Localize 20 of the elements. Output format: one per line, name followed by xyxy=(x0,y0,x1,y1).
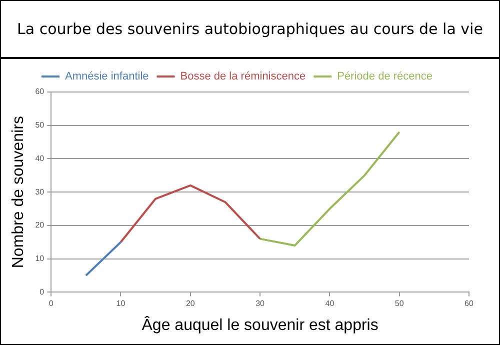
chart-title: La courbe des souvenirs autobiographiques au cours de la vie xyxy=(1,1,499,59)
x-tick-label: 20 xyxy=(186,299,196,308)
legend-label: Période de récence xyxy=(337,70,433,83)
y-tick-label: 0 xyxy=(40,287,45,296)
y-axis-title: Nombre de souvenirs xyxy=(10,116,28,268)
x-tick-label: 30 xyxy=(256,299,266,308)
y-tick-label: 30 xyxy=(35,187,45,196)
y-tick-label: 40 xyxy=(35,154,45,163)
legend-label: Amnésie infantile xyxy=(65,70,149,83)
x-tick-label: 60 xyxy=(464,299,474,308)
x-axis-title: Âge auquel le souvenir est appris xyxy=(142,316,378,334)
y-tick-label: 10 xyxy=(35,254,45,264)
legend-label: Bosse de la réminiscence xyxy=(180,70,306,83)
x-tick-label: 50 xyxy=(394,299,404,308)
x-tick-label: 40 xyxy=(325,299,335,308)
y-tick-label: 50 xyxy=(35,120,45,130)
y-tick-label: 60 xyxy=(35,87,45,96)
x-tick-label: 10 xyxy=(116,299,126,308)
y-tick-label: 20 xyxy=(35,220,45,230)
x-tick-label: 0 xyxy=(48,299,54,308)
